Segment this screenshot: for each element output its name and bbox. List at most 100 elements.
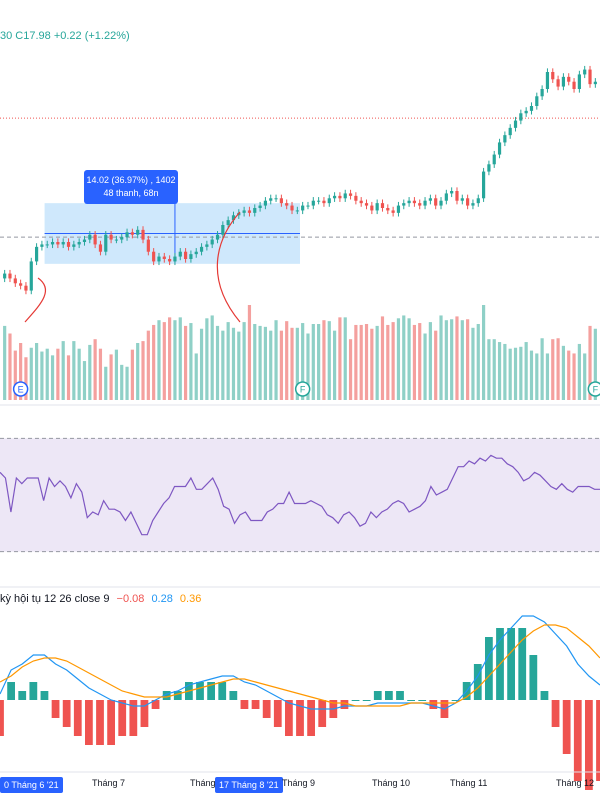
candle-body	[221, 225, 225, 235]
macd-histogram-bar	[451, 700, 460, 701]
candle-body	[45, 244, 49, 246]
candle-body	[162, 256, 166, 259]
candle-body	[487, 164, 491, 172]
volume-bar	[263, 326, 268, 400]
volume-bar	[125, 366, 129, 400]
volume-bar	[157, 320, 161, 400]
macd-histogram-bar	[485, 637, 493, 700]
volume-bar	[418, 323, 422, 400]
candle-body	[428, 198, 432, 201]
x-axis-label: Tháng 9	[282, 778, 316, 788]
volume-bar	[545, 353, 550, 400]
macd-histogram-bar	[318, 700, 327, 727]
candle-body	[551, 72, 555, 80]
candle-body	[439, 200, 443, 206]
candle-body	[295, 210, 299, 212]
candle-body	[423, 200, 427, 206]
volume-bar	[380, 316, 385, 400]
volume-bar	[577, 343, 581, 400]
volume-bar	[50, 355, 55, 400]
candle-body	[104, 234, 108, 252]
volume-bar	[567, 350, 571, 400]
event-marker	[587, 381, 600, 397]
candle-body	[407, 200, 411, 204]
macd-histogram-bar	[418, 700, 427, 701]
candle-body	[215, 234, 220, 240]
volume-bar	[221, 330, 225, 400]
macd-histogram-bar	[562, 700, 571, 754]
macd-histogram-bar	[62, 700, 71, 727]
volume-bar	[56, 348, 60, 400]
volume-bar	[471, 327, 475, 400]
volume-bar	[359, 324, 363, 400]
volume-bar	[402, 315, 406, 400]
candle-body	[508, 127, 512, 136]
macd-histogram-bar	[273, 700, 282, 727]
event-marker	[294, 381, 311, 397]
macd-histogram-bar	[51, 700, 60, 718]
candle-body	[466, 198, 470, 206]
volume-bar	[444, 320, 448, 400]
annotation-arrow	[216, 211, 241, 323]
candle-body	[556, 79, 560, 87]
macd-legend-v3: 0.36	[179, 593, 202, 605]
macd-histogram-bar	[229, 691, 238, 700]
macd-histogram-bar	[218, 682, 227, 700]
volume-bar	[8, 333, 12, 400]
volume-bar	[19, 343, 23, 400]
candle-body	[290, 205, 294, 211]
volume-bar	[535, 353, 539, 400]
candle-body	[40, 244, 44, 247]
candle-body	[444, 193, 448, 201]
measure-tooltip-line1: 14.02 (36.97%) , 1402	[86, 175, 176, 185]
volume-bar	[104, 366, 108, 400]
volume-bar	[173, 320, 177, 400]
candle-body	[588, 69, 592, 85]
candle-body	[577, 74, 581, 89]
candle-body	[359, 200, 363, 204]
candle-body	[109, 234, 113, 240]
macd-histogram-bar	[262, 700, 271, 718]
x-axis-label: Tháng 8	[190, 778, 224, 788]
candle-body	[412, 200, 417, 204]
candle-body	[317, 200, 321, 202]
macd-histogram-bar	[373, 691, 382, 700]
candle-body	[125, 232, 129, 238]
candle-body	[343, 193, 347, 199]
candle-body	[242, 210, 246, 213]
macd-histogram-bar	[240, 700, 249, 709]
volume-bar	[279, 330, 283, 400]
candle-body	[72, 244, 76, 247]
volume-bar	[295, 327, 299, 400]
volume-bar	[311, 324, 315, 400]
volume-bar	[98, 348, 103, 400]
volume-bar	[487, 339, 491, 400]
macd-histogram-bar	[207, 682, 215, 700]
ohlc-header: 30 C17.98 +0.22 (+1.22%)	[0, 30, 130, 42]
macd-histogram-bar	[585, 700, 593, 790]
candle-body	[545, 72, 550, 89]
macd-histogram-bar	[173, 691, 182, 700]
candle-body	[24, 285, 28, 291]
candle-body	[210, 239, 214, 245]
candle-body	[247, 210, 252, 213]
x-axis-label: Tháng 11	[450, 778, 488, 788]
macd-histogram-bar	[118, 700, 127, 736]
candle-body	[189, 254, 193, 259]
candle-body	[492, 154, 496, 165]
macd-histogram-bar	[385, 691, 393, 700]
macd-legend-v2: 0.28	[151, 593, 173, 605]
candle-body	[503, 135, 507, 143]
volume-bar	[476, 324, 480, 400]
volume-bar	[93, 339, 97, 400]
candle-body	[231, 215, 236, 221]
volume-bar	[332, 330, 337, 400]
macd-histogram-bar	[196, 682, 204, 700]
macd-histogram-bar	[573, 700, 582, 781]
volume-bar	[428, 322, 432, 400]
candle-body	[274, 198, 278, 200]
x-axis-label: 0 Tháng 6 '21	[0, 777, 63, 793]
candle-body	[481, 171, 486, 199]
candle-body	[311, 200, 315, 206]
